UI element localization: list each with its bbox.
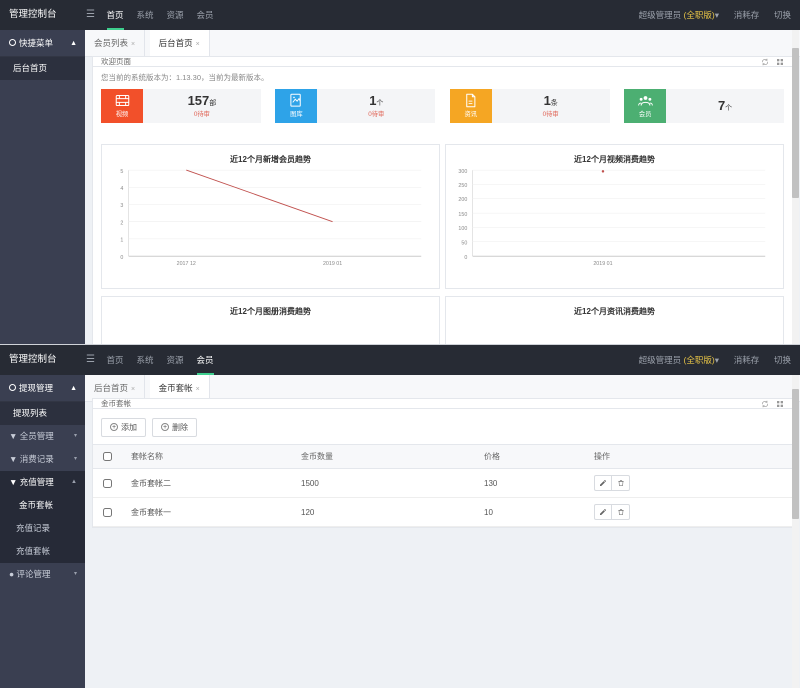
svg-text:4: 4 <box>120 186 123 192</box>
svg-text:2: 2 <box>120 220 123 226</box>
svg-text:2017 12: 2017 12 <box>177 261 196 267</box>
svg-text:0: 0 <box>120 255 123 261</box>
svg-text:150: 150 <box>458 212 467 218</box>
svg-text:3: 3 <box>120 203 123 209</box>
svg-text:5: 5 <box>120 169 123 175</box>
svg-text:0: 0 <box>464 255 467 261</box>
svg-text:2019 01: 2019 01 <box>593 261 612 267</box>
svg-text:250: 250 <box>458 183 467 189</box>
svg-text:2019 01: 2019 01 <box>323 261 342 267</box>
svg-text:50: 50 <box>461 240 467 246</box>
svg-text:1: 1 <box>120 238 123 244</box>
svg-text:300: 300 <box>458 169 467 175</box>
svg-text:200: 200 <box>458 197 467 203</box>
svg-text:100: 100 <box>458 226 467 232</box>
